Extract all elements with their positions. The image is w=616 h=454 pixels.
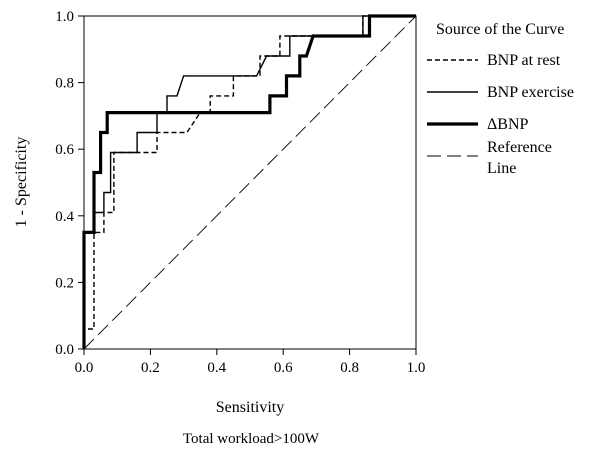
y-tick-label: 0.8 (55, 76, 74, 92)
legend-label-delta-bnp: ΔBNP (487, 116, 529, 133)
x-tick-label: 1.0 (407, 360, 426, 376)
x-tick-label: 0.4 (207, 360, 226, 376)
legend-label-reference-line: Reference Line (487, 139, 552, 177)
x-axis-title: Sensitivity (216, 399, 284, 416)
axis-layer: 0.0 0.2 0.4 0.6 0.8 1.0 0.0 0.2 0.4 0.6 0.8 1.0 (55, 9, 425, 376)
x-tick-label: 0.0 (75, 360, 94, 376)
series-layer (82, 14, 417, 350)
series-line-reference-line (83, 15, 417, 350)
x-tick-label: 0.8 (340, 360, 359, 376)
y-tick-label: 0.6 (55, 142, 74, 158)
chart-caption: Total workload>100W (183, 431, 320, 447)
plot-area: 0.0 0.2 0.4 0.6 0.8 1.0 0.0 0.2 0.4 0.6 0.8 1.0 (55, 9, 425, 376)
y-tick-label: 1.0 (55, 9, 74, 25)
x-tick-label: 0.6 (274, 360, 293, 376)
legend-title: Source of the Curve (436, 21, 564, 38)
legend-label-bnp-exercise: BNP exercise (487, 84, 574, 101)
legend-label-bnp-at-rest: BNP at rest (487, 52, 561, 69)
x-tick-label: 0.2 (141, 360, 160, 376)
y-tick-label: 0.2 (55, 275, 74, 291)
y-tick-label: 0.0 (55, 342, 74, 358)
plot-frame (83, 15, 417, 350)
legend: Source of the Curve BNP at rest BNP exerc… (427, 21, 574, 177)
y-axis-title: 1 - Specificity (13, 137, 30, 228)
series-line-delta-bnp (82, 14, 416, 349)
y-tick-label: 0.4 (55, 209, 74, 225)
